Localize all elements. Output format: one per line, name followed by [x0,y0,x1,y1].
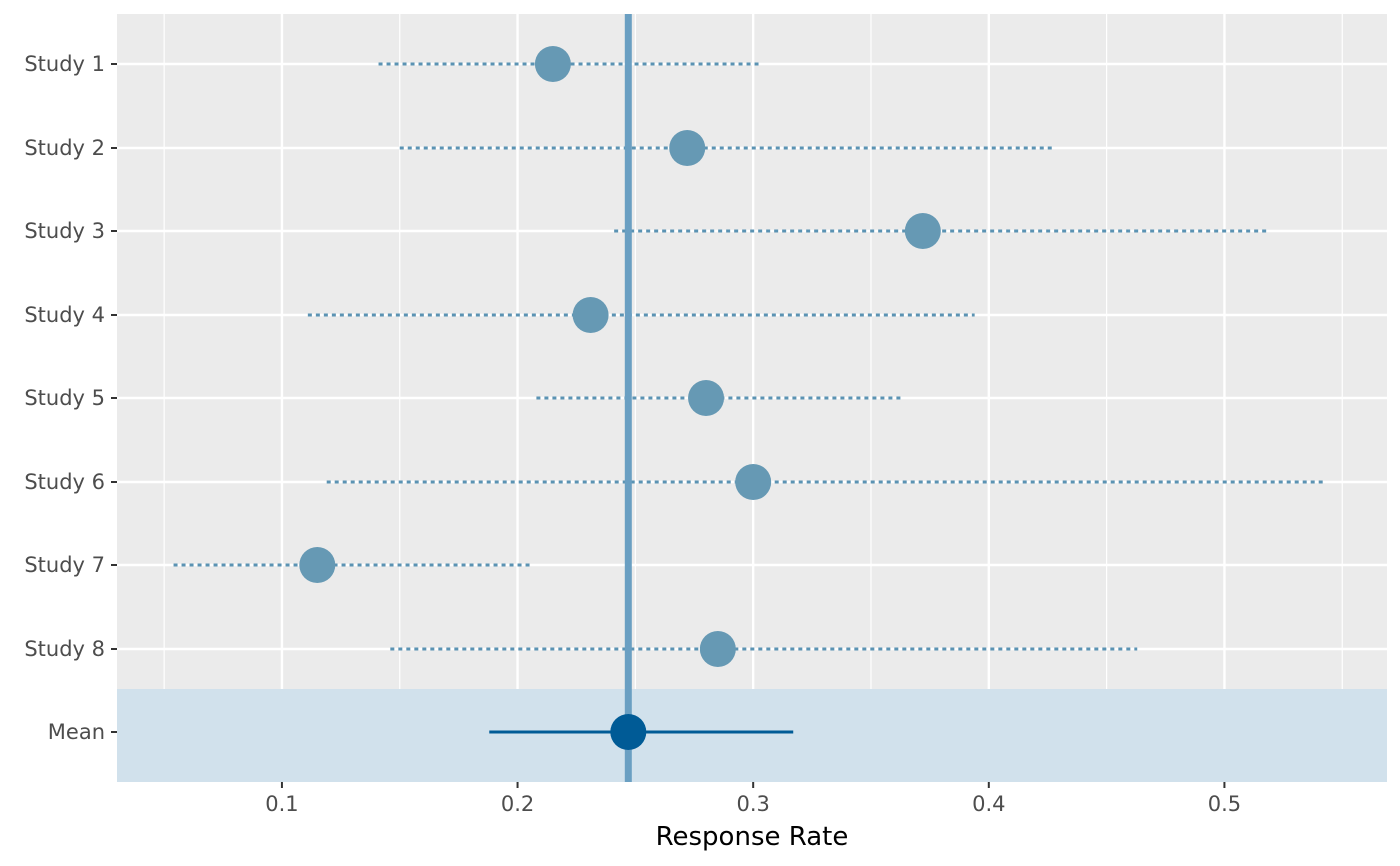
study-point [572,297,609,333]
mean-estimate [489,714,794,750]
y-tick-label: Mean [48,720,105,744]
mean-point [610,714,647,750]
study-points [299,46,941,667]
study-point [669,130,706,166]
y-tick-label: Study 2 [24,136,105,160]
mean-band [117,689,1387,782]
x-tick-label: 0.5 [1208,792,1241,816]
y-tick-label: Study 7 [24,553,105,577]
x-tick-label: 0.4 [972,792,1005,816]
y-tick-label: Study 5 [24,386,105,410]
study-point [735,464,772,500]
x-tick-label: 0.1 [265,792,298,816]
study-point [904,213,941,249]
y-tick-label: Study 3 [24,219,105,243]
x-tick-label: 0.2 [501,792,534,816]
y-tick-label: Study 8 [24,637,105,661]
y-tick-label: Study 4 [24,303,105,327]
x-axis: 0.1 0.2 0.3 0.4 0.5 [265,782,1241,816]
y-tick-label: Study 1 [24,52,105,76]
study-point [688,380,725,416]
study-intervals [173,62,1324,651]
study-point [534,46,571,82]
y-axis: Study 1 Study 2 Study 3 Study 4 Study 5 Study… [24,52,117,744]
y-tick-label: Study 6 [24,470,105,494]
x-tick-label: 0.3 [736,792,769,816]
study-point [299,547,336,583]
study-point [699,631,736,667]
x-axis-title: Response Rate [656,822,849,852]
